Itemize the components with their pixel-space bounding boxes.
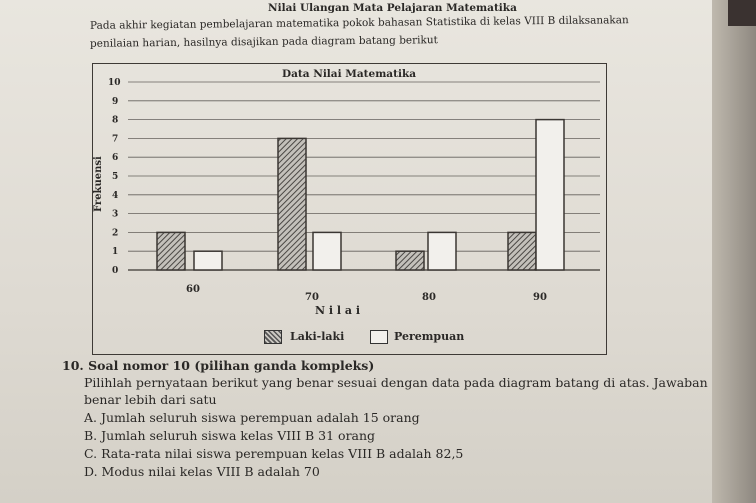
y-tick-label: 7 [112,134,118,144]
legend-swatch-perempuan [370,330,388,344]
question-instruction-2: benar lebih dari satu [84,392,217,407]
chart-heading: Nilai Ulangan Mata Pelajaran Matematika [268,2,517,14]
bar-laki-laki [277,137,307,271]
bar-laki-laki [156,231,186,271]
option-b[interactable]: B. Jumlah seluruh siswa kelas VIII B 31 … [84,428,376,443]
chart-frame [92,63,607,355]
bar-perempuan [535,118,565,271]
paper-edge [712,0,756,503]
x-axis-label: N i l a i [315,304,361,317]
chart-title: Data Nilai Matematika [282,68,417,80]
bar-perempuan [312,231,342,271]
background-corner [728,0,756,26]
question-title: 10. Soal nomor 10 (pilihan ganda komplek… [62,358,375,373]
question-instruction-1: Pilihlah pernyataan berikut yang benar s… [84,375,708,390]
x-tick-label: 60 [186,284,200,295]
y-tick-label: 10 [108,78,121,88]
bar-perempuan [193,250,223,271]
option-d[interactable]: D. Modus nilai kelas VIII B adalah 70 [84,464,320,479]
y-tick-label: 5 [112,172,118,182]
y-tick-label: 6 [112,153,118,163]
bar-perempuan [427,231,457,271]
legend-label-laki: Laki-laki [290,330,345,343]
y-tick-label: 3 [112,210,118,220]
option-c[interactable]: C. Rata-rata nilai siswa perempuan kelas… [84,446,464,461]
legend-swatch-laki [264,330,282,344]
x-tick-label: 80 [422,292,436,303]
x-tick-label: 70 [305,292,319,303]
bar-laki-laki [395,250,425,271]
y-tick-label: 8 [112,116,118,126]
y-tick-label: 9 [112,97,118,107]
y-tick-label: 0 [112,266,118,276]
option-a[interactable]: A. Jumlah seluruh siswa perempuan adalah… [84,410,420,425]
y-tick-label: 2 [112,228,118,238]
bar-laki-laki [507,231,537,271]
legend-label-perempuan: Perempuan [394,330,465,343]
x-tick-label: 90 [533,292,547,303]
y-tick-label: 1 [112,247,118,257]
y-tick-label: 4 [112,191,118,201]
